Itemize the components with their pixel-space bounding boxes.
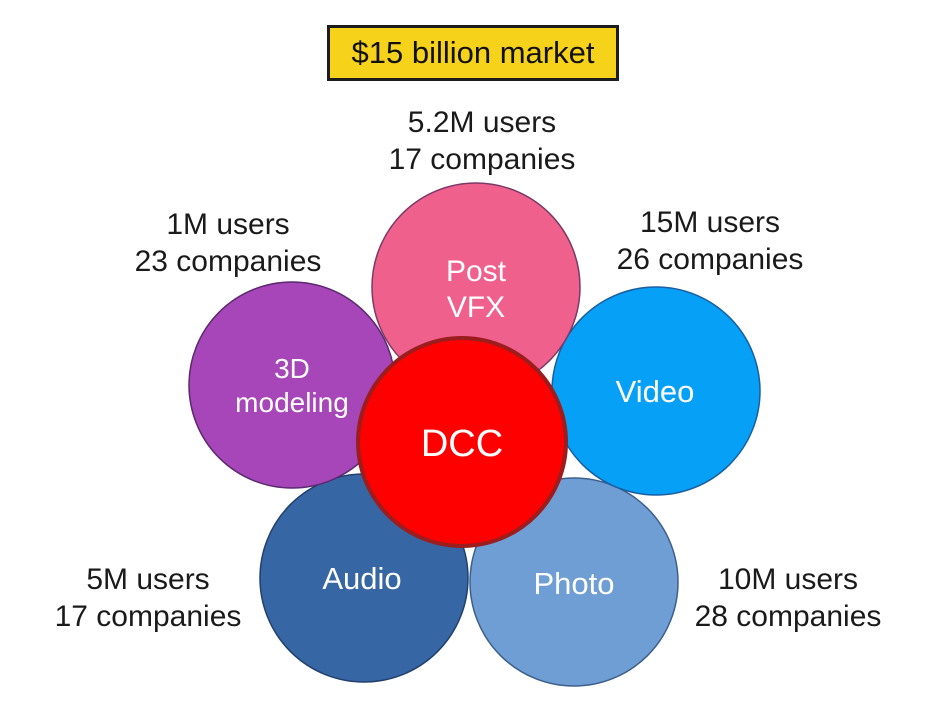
- video-companies: 26 companies: [616, 243, 804, 276]
- center-dcc: DCC: [356, 336, 568, 548]
- segment-video: Video: [551, 286, 761, 496]
- 3d-modeling-label-line2: modeling: [235, 387, 349, 418]
- post-vfx-label-line2: VFX: [447, 291, 505, 324]
- video-label: Video: [616, 374, 695, 409]
- photo-circle: [469, 477, 679, 687]
- 3d-modeling-companies: 23 companies: [134, 245, 322, 278]
- video-users: 15M users: [639, 206, 781, 239]
- stats-video: 15M users 26 companies: [596, 204, 824, 278]
- segment-photo: Photo: [469, 477, 679, 687]
- post-vfx-label-line1: Post: [446, 255, 507, 288]
- stats-post-vfx: 5.2M users 17 companies: [368, 104, 596, 178]
- stats-audio: 5M users 17 companies: [34, 561, 262, 635]
- post-vfx-companies: 17 companies: [388, 143, 576, 176]
- segment-3d-modeling: 3D modeling: [188, 281, 396, 489]
- audio-users: 5M users: [86, 563, 210, 596]
- 3d-modeling-users: 1M users: [166, 208, 290, 241]
- stats-3d-modeling: 1M users 23 companies: [114, 206, 342, 280]
- 3d-modeling-label-line1: 3D: [274, 353, 310, 384]
- post-vfx-users: 5.2M users: [407, 106, 557, 139]
- dcc-circle: [356, 336, 568, 548]
- photo-companies: 28 companies: [694, 600, 882, 633]
- segment-post-vfx: Post VFX: [371, 182, 581, 392]
- stats-photo: 10M users 28 companies: [674, 561, 902, 635]
- market-size-title: $15 billion market: [327, 25, 619, 81]
- audio-companies: 17 companies: [54, 600, 242, 633]
- dcc-label: DCC: [421, 423, 503, 465]
- photo-users: 10M users: [717, 563, 859, 596]
- photo-label: Photo: [533, 566, 614, 601]
- audio-label: Audio: [322, 561, 401, 596]
